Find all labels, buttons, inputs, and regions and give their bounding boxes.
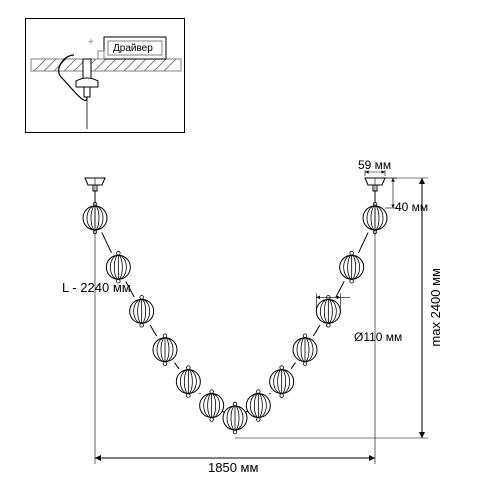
canopy-gap-label: 40 мм [395,200,428,214]
height-label: max 2400 мм [428,268,443,347]
sphere-diameter-label: Ø110 мм [354,330,402,344]
chain-length-label: L - 2240 мм [62,280,131,295]
main-diagram-svg [0,0,500,500]
canopy-width-label: 59 мм [358,158,391,172]
width-label: 1850 мм [208,460,258,475]
